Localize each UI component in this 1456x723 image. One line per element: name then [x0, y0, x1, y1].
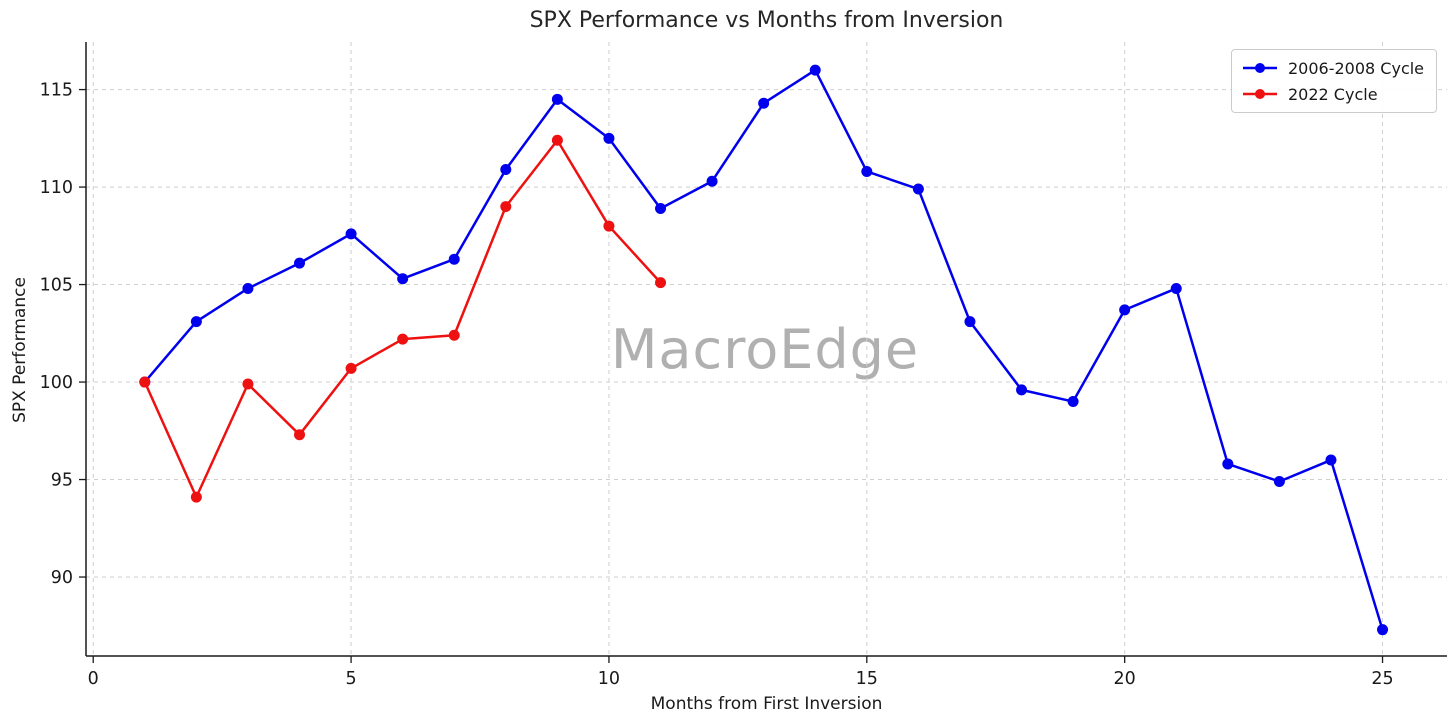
data-point-series-0 — [345, 228, 357, 240]
legend: 2006-2008 Cycle 2022 Cycle — [1231, 49, 1438, 113]
x-tick-label: 20 — [1114, 669, 1136, 689]
data-point-series-1 — [551, 134, 563, 146]
data-point-series-0 — [1067, 396, 1079, 408]
data-point-series-0 — [1325, 454, 1337, 466]
legend-item-0: 2006-2008 Cycle — [1242, 57, 1424, 79]
data-point-series-1 — [294, 429, 306, 441]
data-point-series-0 — [603, 132, 615, 144]
data-point-series-0 — [1016, 384, 1028, 396]
data-point-series-0 — [1273, 475, 1285, 487]
legend-label: 2022 Cycle — [1288, 84, 1378, 104]
data-point-series-0 — [809, 64, 821, 76]
x-tick-label: 0 — [88, 669, 99, 689]
data-point-series-0 — [1222, 458, 1234, 470]
data-point-series-0 — [551, 93, 563, 105]
data-point-series-0 — [706, 175, 718, 187]
x-tick-label: 5 — [346, 669, 357, 689]
data-point-series-1 — [345, 362, 357, 374]
x-tick-label: 10 — [598, 669, 620, 689]
data-point-series-1 — [603, 220, 615, 232]
data-point-series-0 — [397, 273, 409, 285]
legend-label: 2006-2008 Cycle — [1288, 58, 1425, 78]
data-point-series-1 — [139, 376, 151, 388]
y-tick-label: 90 — [51, 568, 73, 588]
data-point-series-1 — [500, 201, 512, 213]
legend-item-1: 2022 Cycle — [1242, 83, 1424, 105]
data-point-series-0 — [1170, 282, 1182, 294]
y-axis-label: SPX Performance — [10, 277, 30, 423]
data-point-series-0 — [1377, 624, 1389, 636]
data-point-series-1 — [655, 277, 667, 289]
data-point-series-0 — [861, 165, 873, 177]
data-point-series-0 — [190, 316, 202, 328]
y-tick-label: 100 — [40, 373, 73, 393]
data-point-series-0 — [655, 203, 667, 215]
legend-line-marker-icon — [1243, 89, 1277, 99]
x-tick-label: 15 — [856, 669, 878, 689]
chart-title: SPX Performance vs Months from Inversion — [529, 8, 1004, 33]
data-point-series-0 — [294, 257, 306, 269]
data-point-series-0 — [758, 97, 770, 109]
data-point-series-0 — [448, 253, 460, 265]
data-point-series-0 — [912, 183, 924, 195]
data-point-series-1 — [448, 329, 460, 341]
data-point-series-1 — [397, 333, 409, 345]
y-tick-label: 115 — [40, 81, 73, 101]
data-point-series-0 — [500, 164, 512, 176]
y-tick-label: 95 — [51, 471, 73, 491]
series-line-1 — [143, 139, 662, 499]
y-tick-label: 105 — [40, 276, 73, 296]
series-line-0 — [143, 68, 1384, 631]
legend-line-marker-icon — [1243, 63, 1277, 73]
data-point-series-0 — [1119, 304, 1131, 316]
data-point-series-1 — [190, 491, 202, 503]
data-point-series-1 — [242, 378, 254, 390]
data-point-series-0 — [964, 316, 976, 328]
x-tick-label: 25 — [1371, 669, 1393, 689]
data-point-series-0 — [242, 282, 254, 294]
x-axis-label: Months from First Inversion — [650, 694, 883, 714]
y-tick-label: 110 — [40, 178, 73, 198]
